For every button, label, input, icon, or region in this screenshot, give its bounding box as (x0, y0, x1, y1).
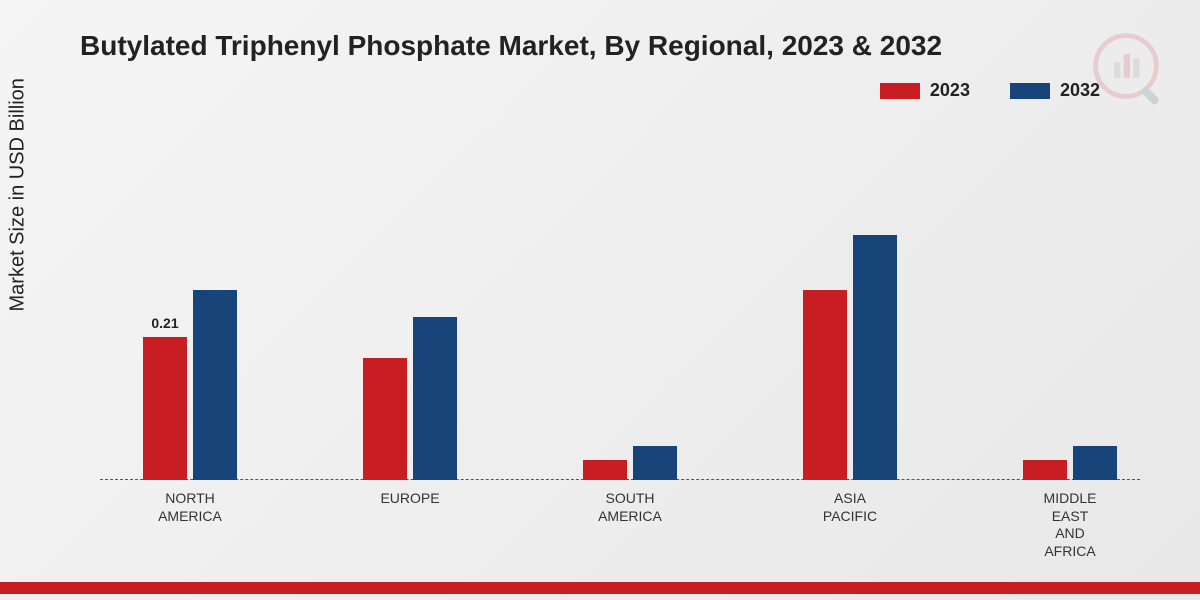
bar-2032-sa (633, 446, 677, 480)
bar-group-na: 0.21 (135, 290, 245, 480)
legend-label-2023: 2023 (930, 80, 970, 101)
bar-2032-ap (853, 235, 897, 480)
bar-group-ap (795, 235, 905, 480)
bar-group-sa (575, 446, 685, 480)
x-label-sa: SOUTH AMERICA (560, 490, 700, 525)
bar-group-mea (1015, 446, 1125, 480)
bar-2032-mea (1073, 446, 1117, 480)
logo-watermark (1090, 30, 1170, 110)
x-label-eu: EUROPE (340, 490, 480, 508)
x-label-na: NORTH AMERICA (120, 490, 260, 525)
legend-item-2032: 2032 (1010, 80, 1100, 101)
legend-label-2032: 2032 (1060, 80, 1100, 101)
footer-bar (0, 582, 1200, 594)
plot-area: 0.21 (100, 140, 1140, 480)
x-label-ap: ASIA PACIFIC (780, 490, 920, 525)
y-axis-label: Market Size in USD Billion (7, 78, 30, 311)
x-label-mea: MIDDLE EAST AND AFRICA (1000, 490, 1140, 560)
bar-2023-eu (363, 358, 407, 480)
legend-item-2023: 2023 (880, 80, 970, 101)
bar-2023-ap (803, 290, 847, 480)
bar-group-eu (355, 317, 465, 480)
legend-swatch-2032 (1010, 83, 1050, 99)
x-axis-labels: NORTH AMERICA EUROPE SOUTH AMERICA ASIA PAC… (100, 490, 1140, 560)
bar-2023-sa (583, 460, 627, 480)
bar-2032-eu (413, 317, 457, 480)
bar-2023-na: 0.21 (143, 337, 187, 480)
bar-2032-na (193, 290, 237, 480)
legend-swatch-2023 (880, 83, 920, 99)
legend: 2023 2032 (880, 80, 1100, 101)
bar-2023-mea (1023, 460, 1067, 480)
chart-title: Butylated Triphenyl Phosphate Market, By… (0, 0, 1200, 62)
bar-value-label: 0.21 (151, 315, 178, 331)
